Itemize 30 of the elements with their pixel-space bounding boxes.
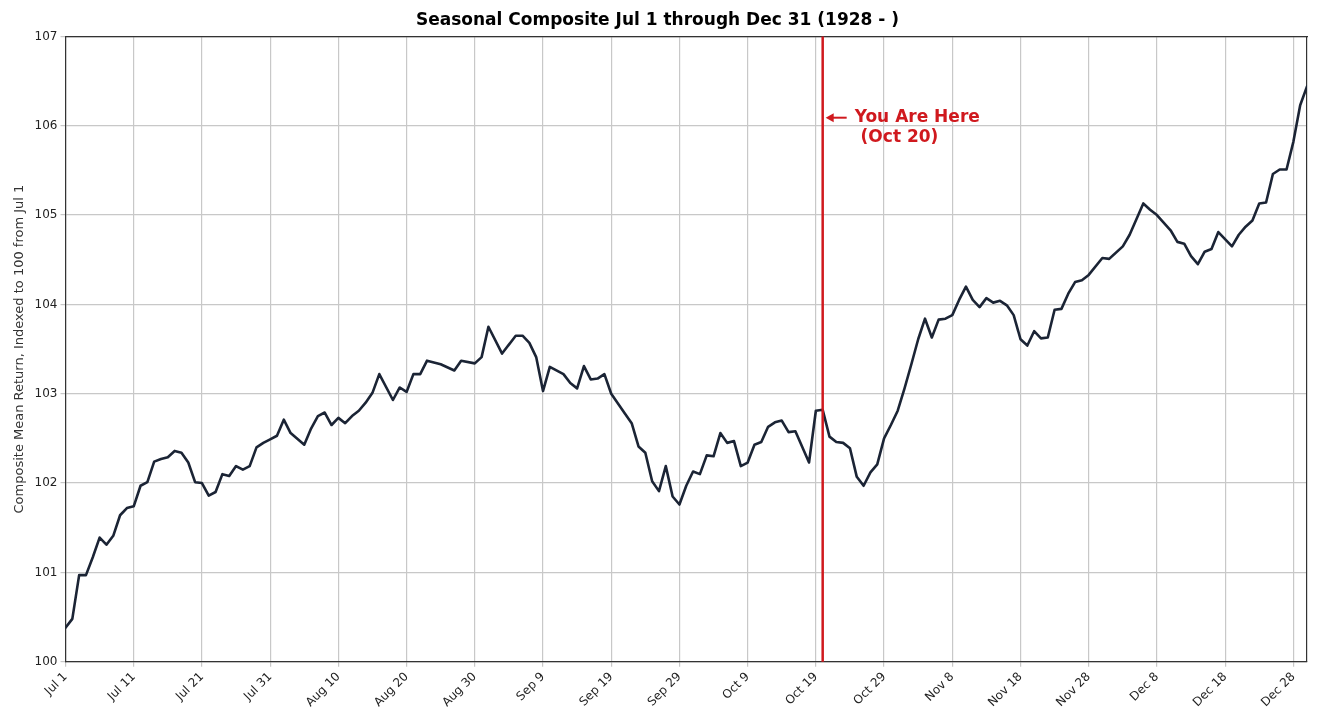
y-tick-label: 105 <box>34 207 58 222</box>
x-tick-label: Nov 28 <box>1053 669 1094 710</box>
y-tick-label: 100 <box>34 653 58 668</box>
x-tick-label: Aug 10 <box>302 669 343 710</box>
x-tick-label: Dec 18 <box>1189 669 1230 710</box>
chart-title: Seasonal Composite Jul 1 through Dec 31 (1928 - ) <box>415 8 900 29</box>
x-tick-label: Dec 8 <box>1126 669 1162 704</box>
x-tick-label: Sep 29 <box>644 669 684 709</box>
y-tick-label: 102 <box>34 475 58 490</box>
x-tick-label: Dec 28 <box>1257 669 1298 710</box>
y-axis-title: Composite Mean Return, Indexed to 100 from Jul 1 <box>11 184 27 514</box>
x-tick-label: Nov 8 <box>922 669 957 704</box>
y-tick-label: 101 <box>34 564 58 579</box>
y-tick-label: 107 <box>34 28 58 43</box>
x-tick-label: Jul 31 <box>240 669 275 704</box>
x-tick-label: Aug 20 <box>370 669 411 710</box>
y-tick-label: 104 <box>34 296 58 311</box>
x-tick-label: Oct 9 <box>719 669 752 702</box>
x-tick-label: Nov 18 <box>984 669 1025 710</box>
x-tick-label: Oct 29 <box>850 669 889 708</box>
y-tick-label: 106 <box>34 117 58 132</box>
y-tick-label: 103 <box>34 385 58 400</box>
x-tick-label: Jul 1 <box>40 669 70 699</box>
x-tick-label: Jul 21 <box>171 669 207 704</box>
x-tick-label: Sep 9 <box>513 669 548 704</box>
x-tick-label: Jul 11 <box>103 669 139 704</box>
ref-line-label: You Are Here (Oct 20) <box>853 106 980 147</box>
x-tick-label: Sep 19 <box>576 669 616 709</box>
x-tick-label: Aug 30 <box>439 669 480 710</box>
x-tick-label: Oct 19 <box>782 669 821 708</box>
